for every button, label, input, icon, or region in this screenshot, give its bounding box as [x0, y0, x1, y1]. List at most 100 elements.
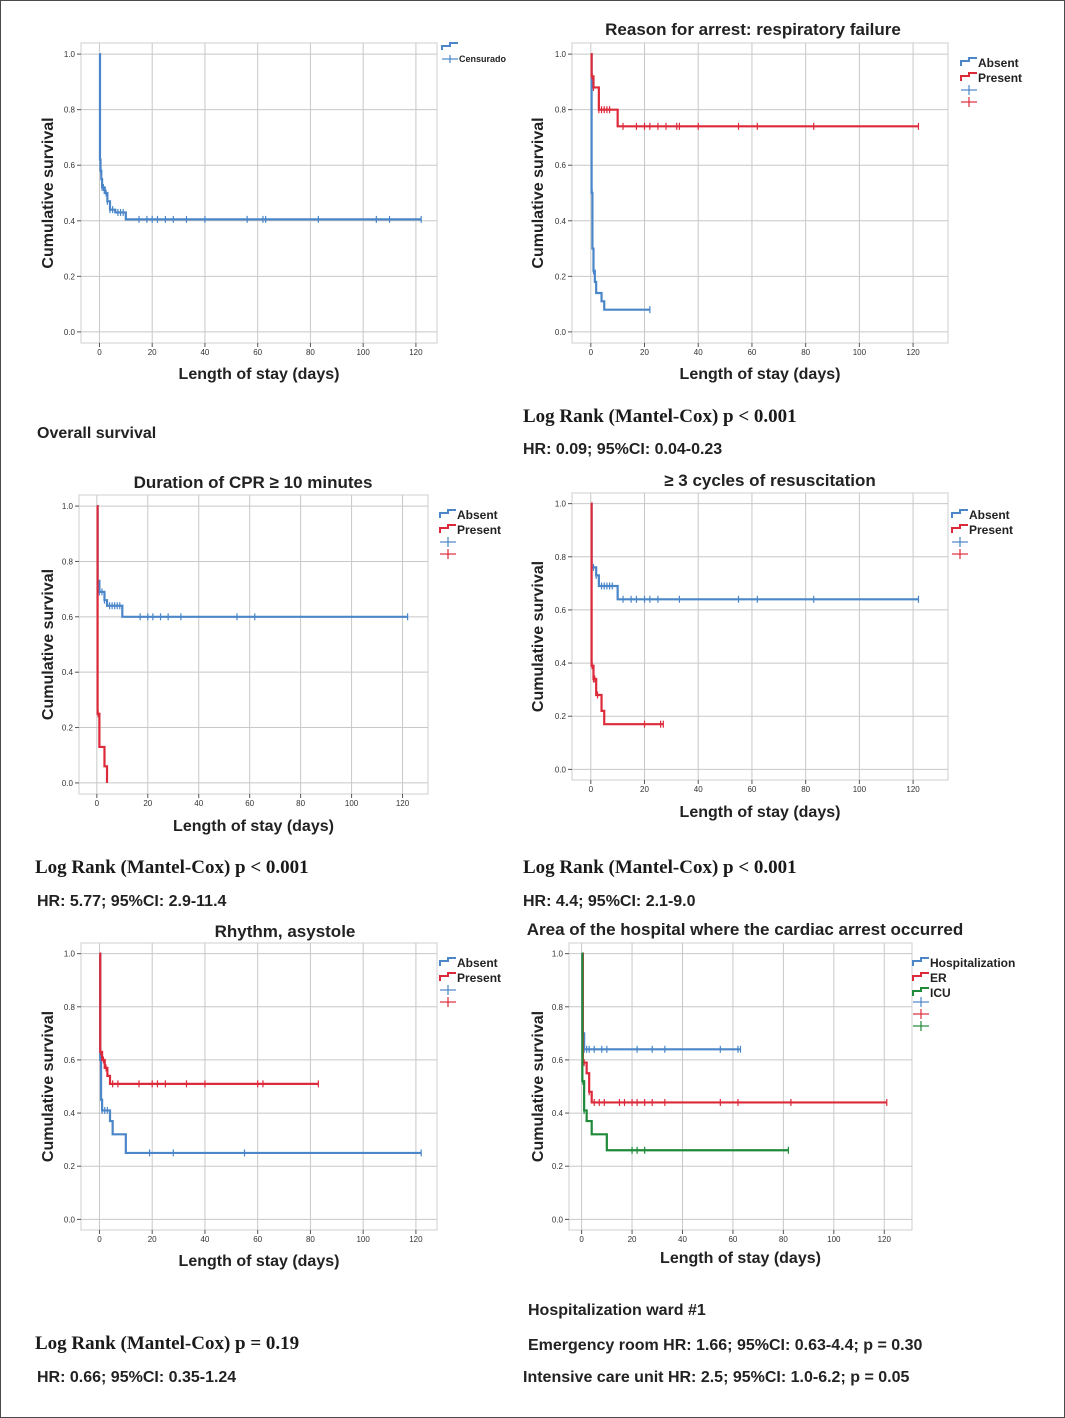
y-tick-label: 0.2 — [552, 1162, 564, 1171]
km-curve-absent — [99, 952, 422, 1155]
y-tick-label: 0.4 — [555, 659, 567, 668]
x-tick-label: 100 — [356, 1235, 370, 1244]
y-tick-label: 0.0 — [555, 765, 567, 774]
x-tick-label: 100 — [345, 799, 359, 808]
km-panel-2: 0 20 40 60 80 100 120 0.0 0.2 0.4 0.6 0.8 1.0 Reason … — [530, 20, 1022, 383]
hr-cycles: HR: 4.4; 95%CI: 2.1-9.0 — [523, 893, 696, 910]
y-axis-label: Cumulative survival — [40, 117, 57, 268]
legend-label: Present — [969, 523, 1013, 537]
y-tick-label: 0.6 — [64, 161, 76, 170]
x-tick-label: 60 — [253, 348, 262, 357]
legend-step-swatch — [960, 72, 977, 81]
y-tick-label: 0.2 — [64, 272, 76, 281]
legend-label: Censurado — [459, 54, 507, 64]
y-tick-label: 1.0 — [555, 50, 567, 59]
x-tick-label: 20 — [628, 1235, 637, 1244]
km-panel-1: 0 20 40 60 80 100 120 0.0 0.2 0.4 0.6 0.8 1.0 Length … — [40, 42, 507, 383]
x-axis-label: Length of stay (days) — [680, 366, 841, 383]
plot-frame — [80, 942, 438, 1231]
y-tick-label: 0.4 — [555, 217, 567, 226]
chart-title: Area of the hospital where the cardiac a… — [527, 920, 963, 939]
x-tick-label: 80 — [801, 785, 810, 794]
chart-title: ≥ 3 cycles of resuscitation — [664, 471, 876, 490]
legend-step-swatch — [439, 524, 456, 533]
km-panel-5: 0 20 40 60 80 100 120 0.0 0.2 0.4 0.6 0.8 1.0 Rhythm,… — [40, 922, 501, 1270]
y-axis-label: Cumulative survival — [530, 117, 547, 268]
x-tick-label: 100 — [853, 785, 867, 794]
y-tick-label: 0.6 — [555, 161, 567, 170]
x-tick-label: 0 — [579, 1235, 584, 1244]
legend-step-swatch — [439, 957, 456, 966]
x-tick-label: 0 — [589, 785, 594, 794]
x-tick-label: 120 — [409, 348, 423, 357]
y-tick-label: 0.6 — [62, 613, 74, 622]
chart-title: Reason for arrest: respiratory failure — [605, 20, 901, 39]
y-tick-label: 1.0 — [64, 50, 76, 59]
x-tick-label: 120 — [409, 1235, 423, 1244]
x-tick-label: 20 — [148, 1235, 157, 1244]
legend-label: Present — [457, 523, 501, 537]
x-tick-label: 0 — [95, 799, 100, 808]
x-axis-label: Length of stay (days) — [173, 818, 334, 835]
y-axis-label: Cumulative survival — [530, 1011, 547, 1162]
legend-step-swatch — [441, 42, 458, 50]
y-tick-label: 0.8 — [64, 1003, 76, 1012]
x-tick-label: 80 — [296, 799, 305, 808]
x-tick-label: 20 — [148, 348, 157, 357]
legend-step-swatch — [912, 957, 929, 966]
y-axis-label: Cumulative survival — [40, 569, 57, 720]
x-tick-label: 60 — [728, 1235, 737, 1244]
legend-step-swatch — [960, 57, 977, 66]
overall-survival-caption: Overall survival — [37, 425, 157, 442]
legend-step-swatch — [439, 509, 456, 518]
y-tick-label: 0.8 — [552, 1003, 564, 1012]
y-tick-label: 0.0 — [64, 328, 76, 337]
plot-frame — [78, 494, 429, 795]
legend-label: Hospitalization — [930, 956, 1015, 970]
y-tick-label: 0.6 — [552, 1056, 564, 1065]
note-emergency-room: Emergency room HR: 1.66; 95%CI: 0.63-4.4… — [528, 1337, 923, 1354]
legend-label: Present — [978, 71, 1022, 85]
hr-asystole: HR: 0.66; 95%CI: 0.35-1.24 — [37, 1369, 237, 1386]
x-axis-label: Length of stay (days) — [179, 1253, 340, 1270]
x-axis-label: Length of stay (days) — [680, 804, 841, 821]
plot-frame — [80, 42, 438, 344]
y-tick-label: 0.4 — [552, 1109, 564, 1118]
legend-step-swatch — [439, 972, 456, 981]
chart-title: Duration of CPR ≥ 10 minutes — [134, 473, 373, 492]
y-tick-label: 0.8 — [555, 553, 567, 562]
x-tick-label: 80 — [306, 348, 315, 357]
note-intensive-care-unit: Intensive care unit HR: 2.5; 95%CI: 1.0-… — [523, 1369, 910, 1386]
x-tick-label: 100 — [356, 348, 370, 357]
y-axis-label: Cumulative survival — [40, 1011, 57, 1162]
x-tick-label: 80 — [779, 1235, 788, 1244]
x-tick-label: 20 — [640, 785, 649, 794]
legend-step-swatch — [912, 972, 929, 981]
x-tick-label: 40 — [694, 348, 703, 357]
km-panel-3: 0 20 40 60 80 100 120 0.0 0.2 0.4 0.6 0.8 1.0 Duratio… — [40, 473, 501, 835]
y-tick-label: 0.8 — [555, 106, 567, 115]
y-tick-label: 0.0 — [555, 328, 567, 337]
x-tick-label: 60 — [245, 799, 254, 808]
legend-label: Absent — [457, 956, 498, 970]
km-curve-present — [96, 504, 109, 783]
x-tick-label: 80 — [306, 1235, 315, 1244]
chart-title: Rhythm, asystole — [215, 922, 356, 941]
y-tick-label: 1.0 — [555, 500, 567, 509]
note-hospitalization-ward: Hospitalization ward #1 — [528, 1302, 706, 1319]
legend-label: Absent — [969, 508, 1010, 522]
logrank-cycles: Log Rank (Mantel-Cox) p < 0.001 — [523, 857, 797, 878]
legend-label: ER — [930, 971, 947, 985]
x-tick-label: 120 — [396, 799, 410, 808]
km-curve-present — [99, 952, 319, 1085]
x-tick-label: 40 — [194, 799, 203, 808]
y-tick-label: 1.0 — [64, 950, 76, 959]
km-panel-4: 0 20 40 60 80 100 120 0.0 0.2 0.4 0.6 0.8 1.0 ≥ 3 cyc… — [530, 471, 1013, 821]
legend-step-swatch — [912, 987, 929, 996]
y-tick-label: 0.4 — [64, 1109, 76, 1118]
